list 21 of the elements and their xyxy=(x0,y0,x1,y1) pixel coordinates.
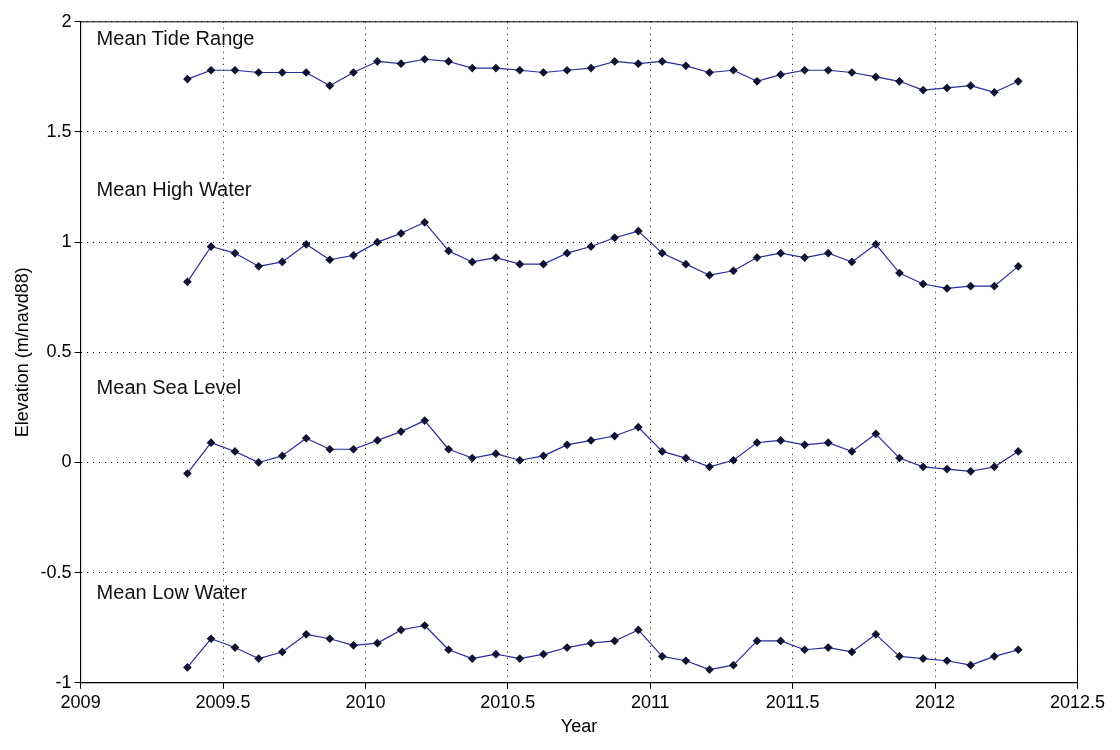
y-tick-label: -1 xyxy=(55,671,72,692)
y-tick-label: 0 xyxy=(61,451,72,472)
y-axis-title: Elevation (m/navd88) xyxy=(11,267,32,438)
y-tick-label: 2 xyxy=(61,10,72,31)
x-tick-label: 2010 xyxy=(345,691,386,712)
series-label: Mean Tide Range xyxy=(96,27,255,50)
y-tick-label: 1 xyxy=(61,231,72,252)
x-tick-label: 2010.5 xyxy=(480,691,536,712)
x-tick-label: 2011 xyxy=(630,691,670,712)
y-tick-label: -0.5 xyxy=(40,561,72,582)
x-tick-label: 2011.5 xyxy=(765,691,820,712)
x-tick-label: 2012.5 xyxy=(1049,691,1105,712)
x-tick-label: 2012 xyxy=(915,691,956,712)
text: Mean High Water xyxy=(96,177,252,200)
x-axis-title: Year xyxy=(560,716,598,737)
text: Mean Low Water xyxy=(96,581,248,604)
text: Mean Sea Level xyxy=(96,376,242,399)
x-tick-label: 2009 xyxy=(60,691,101,712)
y-tick-label: 0.5 xyxy=(46,341,72,362)
y-tick-label: 1.5 xyxy=(46,120,72,141)
x-tick-label: 2009.5 xyxy=(195,691,251,712)
